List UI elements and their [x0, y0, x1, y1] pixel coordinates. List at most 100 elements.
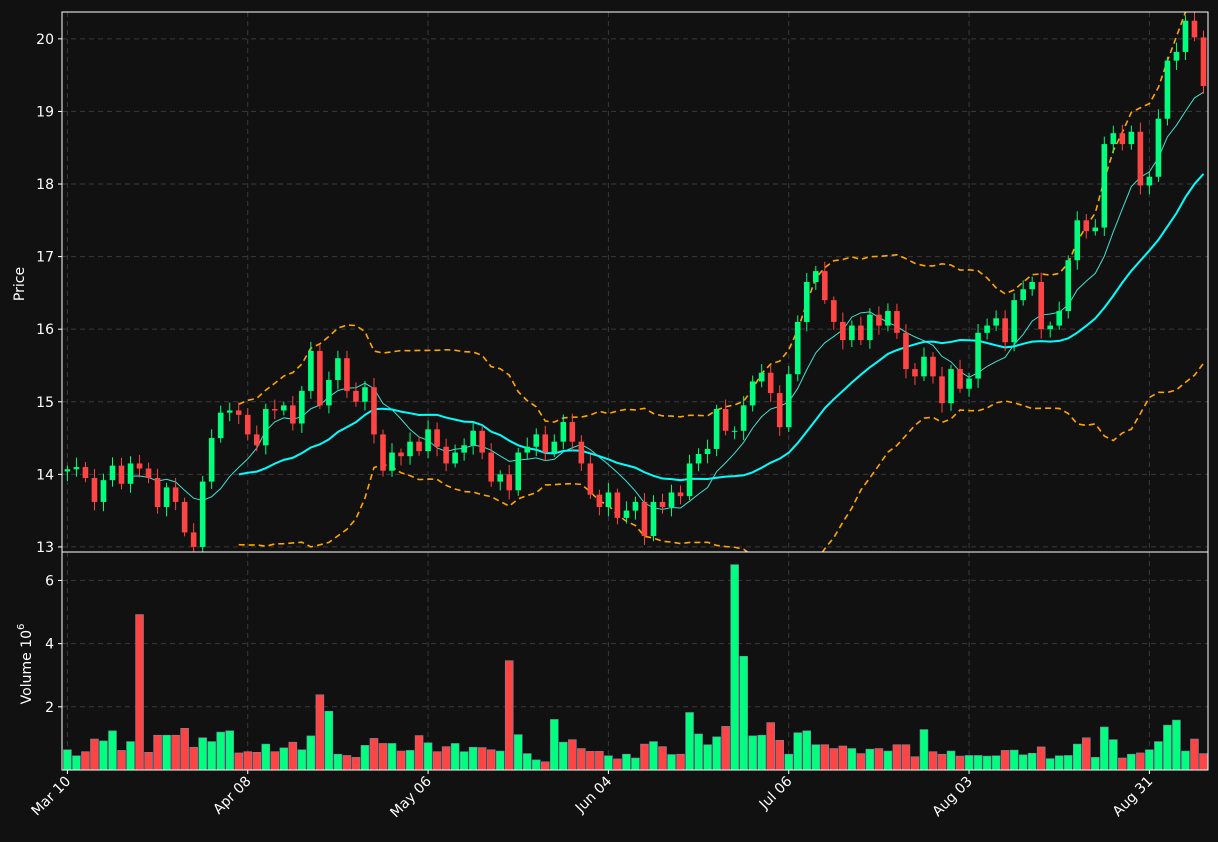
candle-body — [1020, 289, 1026, 301]
candle-body — [785, 374, 792, 428]
volume-bar — [1154, 741, 1163, 771]
volume-bar — [748, 735, 757, 771]
candle-body — [551, 441, 558, 453]
volume-bar — [757, 734, 766, 771]
volume-bar — [99, 740, 108, 771]
volume-bar — [234, 752, 243, 771]
volume-bar — [694, 733, 703, 771]
volume-bar — [1036, 746, 1046, 771]
candle-body — [335, 358, 341, 380]
volume-bar — [784, 753, 793, 771]
candle-body — [1056, 311, 1063, 326]
volume-bar — [279, 747, 289, 771]
candle-body — [524, 446, 531, 453]
volume-bar — [1199, 753, 1208, 771]
volume-bar — [405, 750, 415, 771]
volume-bar — [919, 729, 929, 771]
volume-bar — [766, 722, 775, 771]
volume-bar — [829, 748, 839, 771]
candle-body — [776, 393, 783, 428]
candle-body — [416, 441, 422, 452]
volume-bar — [586, 751, 595, 771]
volume-bar — [117, 750, 126, 771]
candle-body — [858, 325, 864, 341]
candle-body — [1038, 282, 1044, 330]
candle-body — [650, 501, 657, 537]
volume-bar — [721, 726, 730, 771]
volume-bar — [856, 753, 866, 771]
volume-bar — [162, 734, 171, 771]
volume-bar — [685, 712, 694, 771]
candle-body — [425, 429, 431, 452]
volume-bar — [324, 710, 334, 771]
volume-bar — [108, 730, 117, 771]
candle-body — [1155, 118, 1162, 177]
candle-body — [578, 441, 585, 464]
candle-body — [749, 381, 756, 406]
volume-bar — [423, 742, 433, 771]
volume-bar — [622, 753, 631, 771]
candle-body — [299, 390, 305, 424]
candle-body — [1119, 133, 1126, 145]
candle-body — [1002, 318, 1008, 343]
volume-bar — [315, 694, 325, 771]
candle-body — [118, 465, 125, 484]
candle-body — [515, 452, 522, 491]
candle-body — [461, 445, 467, 453]
volume-bar — [288, 741, 298, 771]
volume-bar — [1172, 719, 1181, 771]
volume-bar — [378, 743, 388, 771]
volume-bar — [1018, 754, 1028, 771]
price-tick-label: 14 — [36, 467, 54, 483]
candle-body — [686, 463, 693, 497]
volume-bar — [90, 738, 99, 771]
candle-body — [443, 446, 449, 464]
candle-body — [1191, 20, 1198, 38]
price-tick-label: 13 — [36, 540, 54, 556]
candle-body — [64, 469, 71, 472]
volume-bar — [964, 755, 974, 771]
volume-axis-label: Volume 106 — [16, 624, 35, 705]
volume-bar — [360, 745, 370, 771]
volume-bar — [613, 758, 622, 771]
candle-body — [713, 409, 720, 449]
volume-bar — [1063, 755, 1073, 771]
candle-body — [876, 314, 882, 326]
candle-body — [840, 321, 846, 341]
candle-body — [253, 434, 260, 446]
volume-bar — [369, 738, 379, 771]
candle-body — [1182, 20, 1189, 52]
candle-body — [903, 332, 909, 370]
volume-bar — [441, 746, 451, 771]
price-tick-label: 16 — [36, 322, 54, 338]
volume-bar — [775, 740, 784, 771]
volume-bar — [522, 753, 532, 771]
candle-body — [398, 452, 404, 457]
candle-body — [154, 477, 161, 507]
candle-body — [1092, 227, 1099, 232]
candle-body — [1074, 220, 1081, 261]
candle-body — [271, 409, 278, 411]
volume-bar — [793, 732, 803, 771]
candle-body — [100, 480, 107, 502]
candle-body — [1101, 144, 1108, 228]
volume-bar — [1091, 757, 1100, 771]
candle-body — [262, 409, 269, 446]
volume-bar — [541, 761, 550, 771]
volume-bar — [1100, 726, 1109, 771]
candle-body — [407, 441, 413, 457]
candle-body — [794, 321, 801, 375]
candle-body — [695, 454, 702, 464]
volume-tick-label: 6 — [45, 573, 54, 589]
candle-body — [91, 477, 98, 502]
candle-body — [641, 501, 648, 537]
candle-body — [1047, 325, 1054, 330]
volume-bar — [351, 757, 361, 771]
volume-bar — [559, 741, 568, 771]
volume-tick-label: 2 — [45, 700, 54, 716]
volume-bar — [667, 754, 676, 771]
candle-body — [163, 487, 170, 507]
volume-bar — [459, 751, 469, 771]
price-tick-label: 19 — [36, 104, 54, 120]
